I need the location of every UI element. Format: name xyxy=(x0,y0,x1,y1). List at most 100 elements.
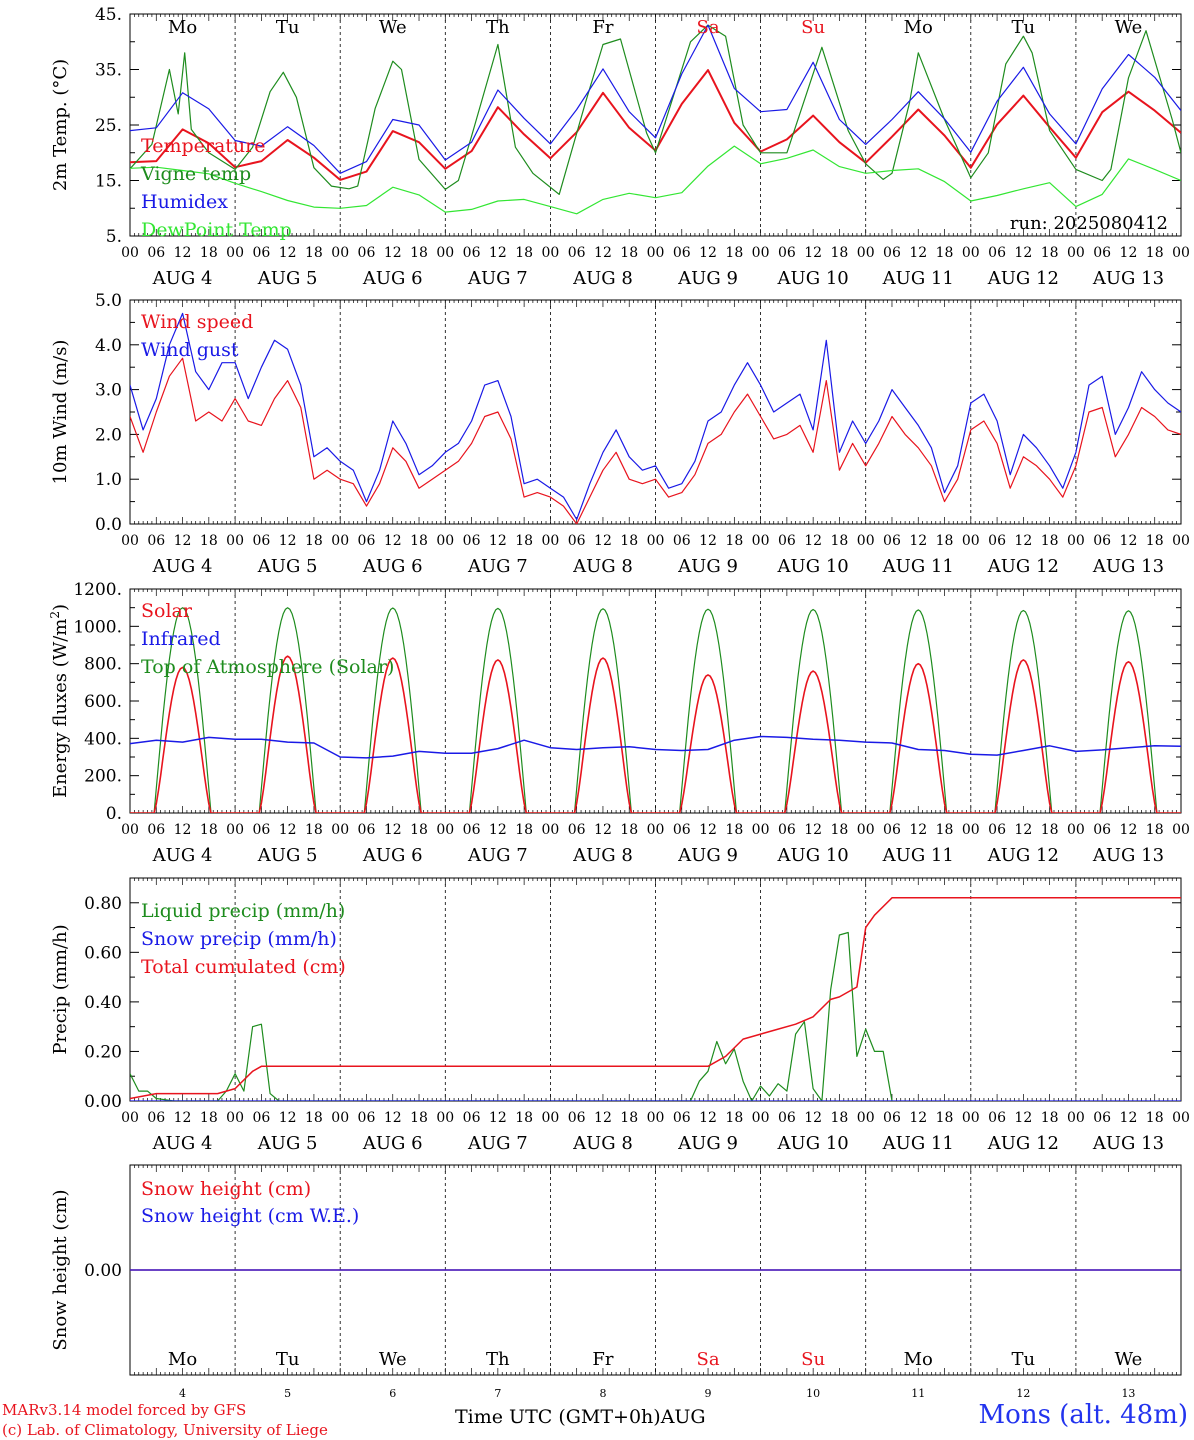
hour-label: 00 xyxy=(752,245,770,261)
y-tick-label: 0.40 xyxy=(84,993,122,1013)
date-label: AUG 10 xyxy=(777,845,849,866)
weekday-label: Tu xyxy=(1012,17,1036,38)
hour-label: 18 xyxy=(410,245,428,261)
plot-frame xyxy=(129,588,1182,814)
date-label: AUG 10 xyxy=(777,556,849,577)
hour-label: 12 xyxy=(699,533,717,549)
hour-label: 00 xyxy=(1067,1110,1085,1126)
series-group xyxy=(130,897,1181,1101)
hour-label: 00 xyxy=(226,245,244,261)
hour-label: 18 xyxy=(305,533,323,549)
hour-label: 18 xyxy=(1146,822,1164,838)
hour-label: 18 xyxy=(936,1110,954,1126)
hour-label: 06 xyxy=(358,245,376,261)
hour-label: 18 xyxy=(410,1110,428,1126)
hour-label: 12 xyxy=(174,822,192,838)
hour-label: 06 xyxy=(673,1110,691,1126)
hour-label: 06 xyxy=(568,1110,586,1126)
hour-label: 06 xyxy=(988,245,1006,261)
plot-frame xyxy=(129,299,1182,525)
hour-label: 18 xyxy=(200,1110,218,1126)
hour-label: 18 xyxy=(200,822,218,838)
hour-label: 00 xyxy=(436,533,454,549)
series-group xyxy=(130,607,1181,813)
weekday-label: Mo xyxy=(168,17,197,38)
hour-label: 12 xyxy=(699,1110,717,1126)
hour-label: 12 xyxy=(699,822,717,838)
hour-label: 18 xyxy=(725,1110,743,1126)
date-label: AUG 5 xyxy=(257,556,318,577)
hour-label: 18 xyxy=(1146,533,1164,549)
date-label: AUG 5 xyxy=(257,845,318,866)
hour-label: 12 xyxy=(279,822,297,838)
date-label: AUG 8 xyxy=(572,845,633,866)
hour-label: 12 xyxy=(594,822,612,838)
hour-label: 00 xyxy=(331,1110,349,1126)
y-tick-label: 0.80 xyxy=(84,894,122,914)
hour-label: 12 xyxy=(384,822,402,838)
hour-label: 00 xyxy=(541,1110,559,1126)
y-tick-label: 0.0 xyxy=(95,515,122,535)
hour-label: 06 xyxy=(147,822,165,838)
hour-label: 00 xyxy=(647,245,665,261)
date-label: AUG 13 xyxy=(1092,1133,1164,1154)
hour-label: 06 xyxy=(252,245,270,261)
hour-label: 00 xyxy=(541,245,559,261)
hour-label: 06 xyxy=(673,245,691,261)
weekday-label: We xyxy=(379,17,407,38)
date-label: AUG 5 xyxy=(257,268,318,289)
series-vigne-temp xyxy=(130,24,1181,195)
hour-label: 06 xyxy=(778,245,796,261)
hour-label: 18 xyxy=(515,245,533,261)
hour-label: 12 xyxy=(804,822,822,838)
panel-5: 0.00 Snow height (cm) Snow height (cm) Snow… xyxy=(50,1164,1182,1376)
hour-label: 00 xyxy=(857,1110,875,1126)
day-number-label: 9 xyxy=(705,1387,712,1400)
hour-label: 12 xyxy=(279,533,297,549)
series-liquid-precip-mm-h- xyxy=(130,931,893,1101)
weekday-label: Su xyxy=(801,1349,825,1370)
date-label: AUG 9 xyxy=(677,556,738,577)
hour-label: 06 xyxy=(463,822,481,838)
date-label: AUG 11 xyxy=(882,845,954,866)
hour-label: 06 xyxy=(988,533,1006,549)
date-label: AUG 10 xyxy=(777,268,849,289)
hour-label: 00 xyxy=(436,245,454,261)
panel-4: 0.00 0.20 0.40 0.60 0.80 Precip (mm/h) Liquid … xyxy=(50,877,1190,1154)
hour-label: 00 xyxy=(121,822,139,838)
date-label: AUG 12 xyxy=(987,1133,1059,1154)
hour-label: 00 xyxy=(857,245,875,261)
hour-label: 12 xyxy=(1120,1110,1138,1126)
y-tick-label: 0.00 xyxy=(84,1261,122,1281)
y-axis-label: 10m Wind (m/s) xyxy=(50,340,71,485)
hour-label: 06 xyxy=(883,245,901,261)
y-tick-label: 0.60 xyxy=(84,943,122,963)
hour-label: 12 xyxy=(1014,533,1032,549)
date-label: AUG 8 xyxy=(572,268,633,289)
hour-label: 00 xyxy=(226,1110,244,1126)
hour-label: 18 xyxy=(515,822,533,838)
date-label: AUG 11 xyxy=(882,556,954,577)
date-label: AUG 4 xyxy=(152,845,213,866)
day-number-label: 4 xyxy=(179,1387,186,1400)
hour-label: 00 xyxy=(121,245,139,261)
hour-label: 12 xyxy=(384,245,402,261)
hour-label: 12 xyxy=(1120,533,1138,549)
hour-label: 06 xyxy=(252,822,270,838)
hour-label: 06 xyxy=(358,1110,376,1126)
hour-label: 18 xyxy=(725,822,743,838)
hour-label: 00 xyxy=(331,245,349,261)
hour-label: 12 xyxy=(699,245,717,261)
series-temperature xyxy=(130,69,1181,181)
hour-label: 06 xyxy=(358,822,376,838)
weekday-label: Th xyxy=(486,17,510,38)
hour-label: 06 xyxy=(778,822,796,838)
hour-label: 00 xyxy=(1172,822,1190,838)
day-number-label: 13 xyxy=(1121,1387,1135,1400)
legend-label: DewPoint Temp xyxy=(141,219,292,241)
hour-label: 06 xyxy=(988,822,1006,838)
hour-label: 00 xyxy=(857,822,875,838)
hour-label: 00 xyxy=(226,533,244,549)
hour-label: 00 xyxy=(331,822,349,838)
hour-label: 18 xyxy=(1041,1110,1059,1126)
